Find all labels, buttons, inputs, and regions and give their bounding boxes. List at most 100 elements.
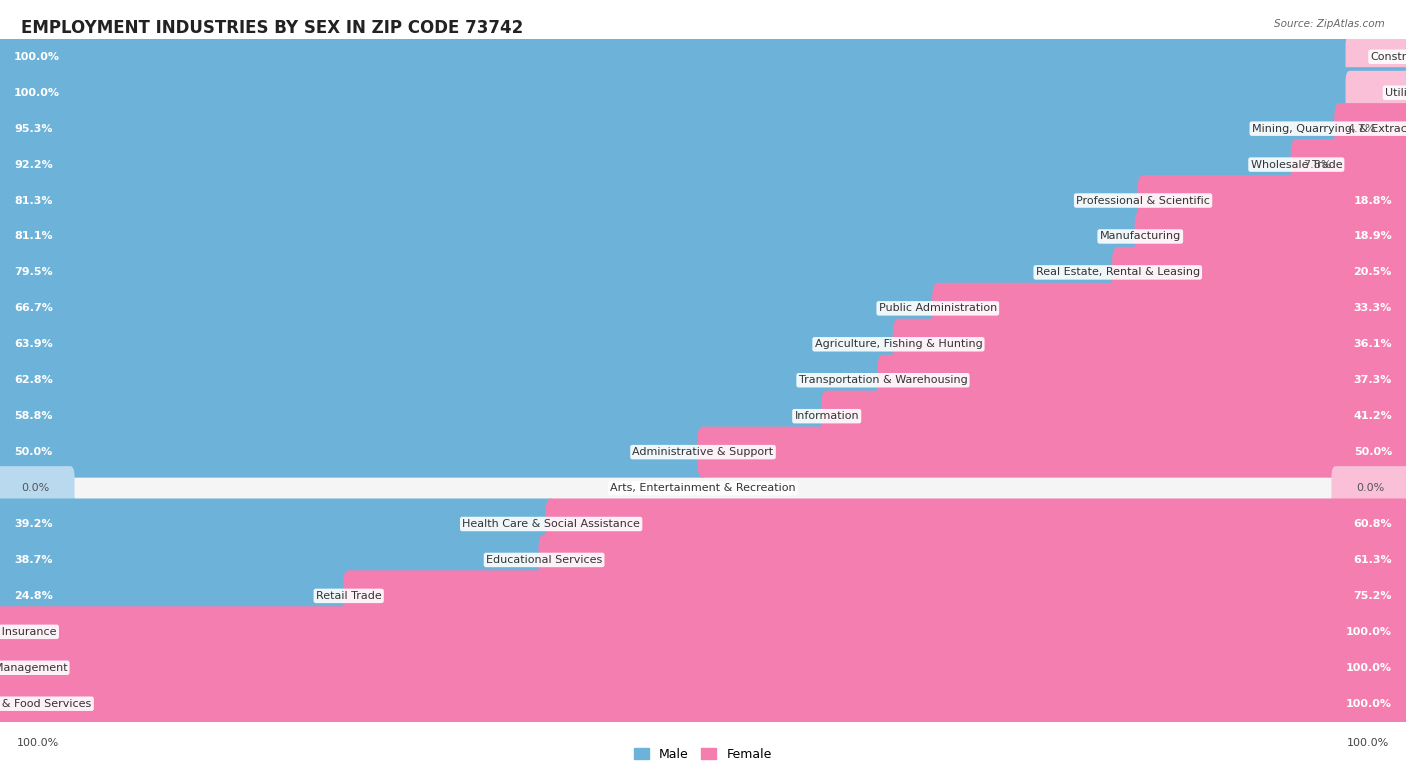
FancyBboxPatch shape	[0, 362, 1406, 398]
FancyBboxPatch shape	[343, 570, 1406, 622]
Text: Wholesale Trade: Wholesale Trade	[1250, 160, 1343, 170]
FancyBboxPatch shape	[0, 355, 889, 406]
FancyBboxPatch shape	[0, 147, 1406, 182]
Text: 100.0%: 100.0%	[14, 52, 60, 62]
Text: Construction: Construction	[1371, 52, 1406, 62]
FancyBboxPatch shape	[1137, 175, 1406, 226]
Text: Transportation & Warehousing: Transportation & Warehousing	[799, 376, 967, 385]
FancyBboxPatch shape	[893, 319, 1406, 370]
FancyBboxPatch shape	[821, 390, 1406, 442]
FancyBboxPatch shape	[0, 506, 1406, 542]
Text: 63.9%: 63.9%	[14, 339, 53, 349]
Text: Manufacturing: Manufacturing	[1099, 231, 1181, 241]
Text: EMPLOYMENT INDUSTRIES BY SEX IN ZIP CODE 73742: EMPLOYMENT INDUSTRIES BY SEX IN ZIP CODE…	[21, 19, 523, 37]
Text: 62.8%: 62.8%	[14, 376, 53, 385]
Text: 0.0%: 0.0%	[1357, 483, 1385, 493]
Text: 24.8%: 24.8%	[14, 591, 53, 601]
FancyBboxPatch shape	[0, 219, 1406, 255]
Legend: Male, Female: Male, Female	[630, 743, 776, 766]
FancyBboxPatch shape	[0, 282, 943, 334]
Text: Health Care & Social Assistance: Health Care & Social Assistance	[463, 519, 640, 529]
Text: 60.8%: 60.8%	[1354, 519, 1392, 529]
Text: 100.0%: 100.0%	[1346, 698, 1392, 708]
FancyBboxPatch shape	[538, 535, 1406, 585]
FancyBboxPatch shape	[0, 103, 1346, 154]
Text: Real Estate, Rental & Leasing: Real Estate, Rental & Leasing	[1036, 268, 1199, 277]
FancyBboxPatch shape	[0, 646, 60, 690]
FancyBboxPatch shape	[1135, 211, 1406, 262]
FancyBboxPatch shape	[0, 247, 1123, 298]
FancyBboxPatch shape	[1331, 466, 1406, 510]
Text: 66.7%: 66.7%	[14, 303, 53, 314]
FancyBboxPatch shape	[0, 682, 60, 726]
FancyBboxPatch shape	[0, 643, 1406, 693]
Text: Retail Trade: Retail Trade	[316, 591, 381, 601]
Text: 7.8%: 7.8%	[1303, 160, 1331, 170]
Text: 100.0%: 100.0%	[1346, 627, 1392, 637]
Text: 18.8%: 18.8%	[1354, 196, 1392, 206]
Text: 36.1%: 36.1%	[1354, 339, 1392, 349]
FancyBboxPatch shape	[0, 327, 1406, 362]
Text: Arts, Entertainment & Recreation: Arts, Entertainment & Recreation	[610, 483, 796, 493]
Text: Administrative & Support: Administrative & Support	[633, 447, 773, 457]
FancyBboxPatch shape	[0, 570, 354, 622]
Text: 20.5%: 20.5%	[1354, 268, 1392, 277]
FancyBboxPatch shape	[0, 39, 1406, 74]
Text: 81.3%: 81.3%	[14, 196, 52, 206]
Text: 4.7%: 4.7%	[1347, 123, 1375, 133]
FancyBboxPatch shape	[697, 427, 1406, 478]
FancyBboxPatch shape	[0, 255, 1406, 290]
FancyBboxPatch shape	[0, 578, 1406, 614]
Text: 41.2%: 41.2%	[1353, 411, 1392, 421]
FancyBboxPatch shape	[0, 610, 60, 653]
FancyBboxPatch shape	[0, 182, 1406, 219]
Text: 75.2%: 75.2%	[1354, 591, 1392, 601]
Text: Agriculture, Fishing & Hunting: Agriculture, Fishing & Hunting	[814, 339, 983, 349]
Text: 61.3%: 61.3%	[1354, 555, 1392, 565]
Text: Source: ZipAtlas.com: Source: ZipAtlas.com	[1274, 19, 1385, 29]
FancyBboxPatch shape	[1334, 103, 1406, 154]
FancyBboxPatch shape	[0, 390, 832, 442]
Text: Educational Services: Educational Services	[486, 555, 602, 565]
Text: 33.3%: 33.3%	[1354, 303, 1392, 314]
FancyBboxPatch shape	[0, 290, 1406, 327]
Text: 81.1%: 81.1%	[14, 231, 52, 241]
Text: Public Administration: Public Administration	[879, 303, 997, 314]
FancyBboxPatch shape	[0, 686, 1406, 722]
FancyBboxPatch shape	[0, 111, 1406, 147]
Text: 95.3%: 95.3%	[14, 123, 52, 133]
FancyBboxPatch shape	[0, 434, 1406, 470]
Text: Finance & Insurance: Finance & Insurance	[0, 627, 56, 637]
Text: 100.0%: 100.0%	[1347, 739, 1389, 748]
FancyBboxPatch shape	[546, 498, 1406, 549]
FancyBboxPatch shape	[0, 542, 1406, 578]
Text: 58.8%: 58.8%	[14, 411, 52, 421]
Text: 79.5%: 79.5%	[14, 268, 52, 277]
Text: Professional & Scientific: Professional & Scientific	[1076, 196, 1211, 206]
Text: 50.0%: 50.0%	[1354, 447, 1392, 457]
Text: Utilities: Utilities	[1385, 88, 1406, 98]
Text: 100.0%: 100.0%	[17, 739, 59, 748]
FancyBboxPatch shape	[877, 355, 1406, 406]
FancyBboxPatch shape	[0, 427, 709, 478]
FancyBboxPatch shape	[0, 175, 1149, 226]
FancyBboxPatch shape	[932, 282, 1406, 334]
Text: Accommodation & Food Services: Accommodation & Food Services	[0, 698, 91, 708]
FancyBboxPatch shape	[0, 466, 75, 510]
FancyBboxPatch shape	[0, 678, 1406, 729]
FancyBboxPatch shape	[0, 319, 904, 370]
FancyBboxPatch shape	[0, 31, 1406, 82]
FancyBboxPatch shape	[1346, 35, 1406, 78]
Text: 92.2%: 92.2%	[14, 160, 53, 170]
Text: Mining, Quarrying, & Extraction: Mining, Quarrying, & Extraction	[1251, 123, 1406, 133]
FancyBboxPatch shape	[0, 650, 1406, 686]
FancyBboxPatch shape	[1346, 71, 1406, 115]
Text: Information: Information	[794, 411, 859, 421]
FancyBboxPatch shape	[0, 74, 1406, 111]
Text: Enterprise Management: Enterprise Management	[0, 663, 67, 673]
FancyBboxPatch shape	[0, 470, 1406, 506]
FancyBboxPatch shape	[0, 606, 1406, 657]
FancyBboxPatch shape	[1291, 139, 1406, 190]
FancyBboxPatch shape	[1112, 247, 1406, 298]
FancyBboxPatch shape	[0, 68, 1406, 118]
